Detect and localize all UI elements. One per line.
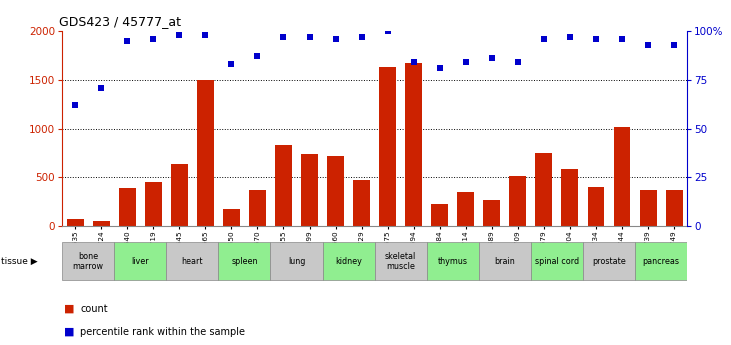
Point (643, 42, 654, 48)
Bar (219, 242, 270, 280)
Text: spinal cord: spinal cord (535, 257, 579, 266)
Point (356, 34, 368, 40)
Point (460, 59, 471, 65)
Bar (379, 67, 396, 226)
Point (668, 42, 680, 48)
Text: ■: ■ (64, 304, 74, 314)
Bar (640, 190, 656, 226)
Point (616, 36, 628, 42)
Point (330, 36, 341, 42)
Text: kidney: kidney (335, 257, 362, 266)
Bar (145, 182, 162, 226)
Bar (353, 180, 370, 226)
Bar (67, 219, 83, 226)
Bar (93, 221, 110, 226)
Bar (322, 242, 374, 280)
Point (251, 53, 263, 59)
Text: percentile rank within the sample: percentile rank within the sample (80, 327, 246, 337)
Bar (114, 242, 167, 280)
Bar (62, 242, 114, 280)
Bar (666, 190, 683, 226)
Bar (171, 164, 188, 226)
Text: brain: brain (494, 257, 515, 266)
Point (590, 36, 602, 42)
Bar (531, 242, 583, 280)
Bar (327, 156, 344, 226)
Bar (635, 242, 687, 280)
Bar (613, 127, 631, 226)
Point (95, 85, 107, 90)
Bar (167, 242, 219, 280)
Bar (405, 63, 423, 226)
Bar (374, 242, 427, 280)
Bar (458, 192, 474, 226)
Point (226, 61, 238, 67)
Bar (427, 242, 479, 280)
Point (564, 34, 576, 40)
Text: ■: ■ (64, 327, 74, 337)
Bar (583, 242, 635, 280)
Point (434, 65, 446, 71)
Bar (535, 153, 553, 226)
Bar (561, 169, 578, 226)
Bar (197, 80, 214, 226)
Bar (510, 176, 526, 226)
Text: tissue ▶: tissue ▶ (1, 257, 37, 266)
Point (486, 56, 498, 61)
Text: GDS423 / 45777_at: GDS423 / 45777_at (59, 16, 181, 29)
Text: count: count (80, 304, 108, 314)
Point (148, 36, 159, 42)
Text: pancreas: pancreas (643, 257, 680, 266)
Point (200, 32, 211, 38)
Text: spleen: spleen (231, 257, 258, 266)
Point (538, 36, 550, 42)
Bar (275, 145, 292, 226)
Point (121, 38, 133, 43)
Text: liver: liver (132, 257, 149, 266)
Point (69, 102, 81, 108)
Point (173, 32, 185, 38)
Text: skeletal
muscle: skeletal muscle (385, 252, 416, 271)
Text: lung: lung (288, 257, 306, 266)
Bar (301, 154, 318, 226)
Point (278, 34, 289, 40)
Bar (588, 187, 605, 226)
Point (303, 34, 315, 40)
Point (382, 28, 393, 34)
Text: thymus: thymus (438, 257, 468, 266)
Text: prostate: prostate (592, 257, 626, 266)
Bar (223, 209, 240, 226)
Point (408, 59, 420, 65)
Text: heart: heart (181, 257, 203, 266)
Bar (431, 204, 448, 226)
Bar (479, 242, 531, 280)
Text: bone
marrow: bone marrow (72, 252, 104, 271)
Bar (270, 242, 322, 280)
Point (512, 59, 523, 65)
Bar (249, 190, 266, 226)
Bar (483, 200, 500, 226)
Bar (118, 188, 136, 226)
